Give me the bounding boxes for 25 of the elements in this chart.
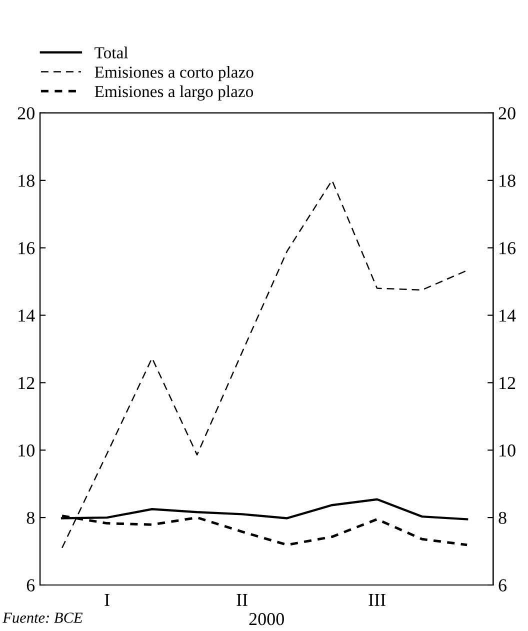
x-tick-label: II [236,594,248,606]
y-tick-label: 6 [26,579,35,592]
x-axis-title: 2000 [249,613,284,626]
y2-tick-label: 20 [498,107,516,120]
y-tick-label: 18 [18,174,34,187]
x-tick-label: I [104,594,110,606]
legend-label: Total [94,46,128,58]
y2-tick-label: 12 [500,377,516,389]
y-tick-label: 8 [26,512,34,524]
y2-tick-label: 16 [500,242,516,254]
y-tick-label: 20 [18,107,34,120]
y2-tick-label: 18 [500,174,516,187]
x-tick-label: III [368,594,386,606]
y-tick-label: 10 [18,444,34,457]
line-series [61,180,468,549]
y2-tick-label: 6 [498,579,506,592]
y2-tick-label: 10 [500,444,516,457]
legend-label: Emisiones a corto plazo [94,66,254,82]
source-note: Fuente: BCE [2,612,83,623]
y2-tick-label: 8 [498,512,506,524]
y-tick-label: 14 [18,310,35,322]
y-tick-label: 12 [18,377,34,389]
y-tick-label: 16 [18,242,35,254]
legend-label: Emisiones a largo plazo [94,85,254,101]
y2-tick-label: 14 [500,310,516,322]
